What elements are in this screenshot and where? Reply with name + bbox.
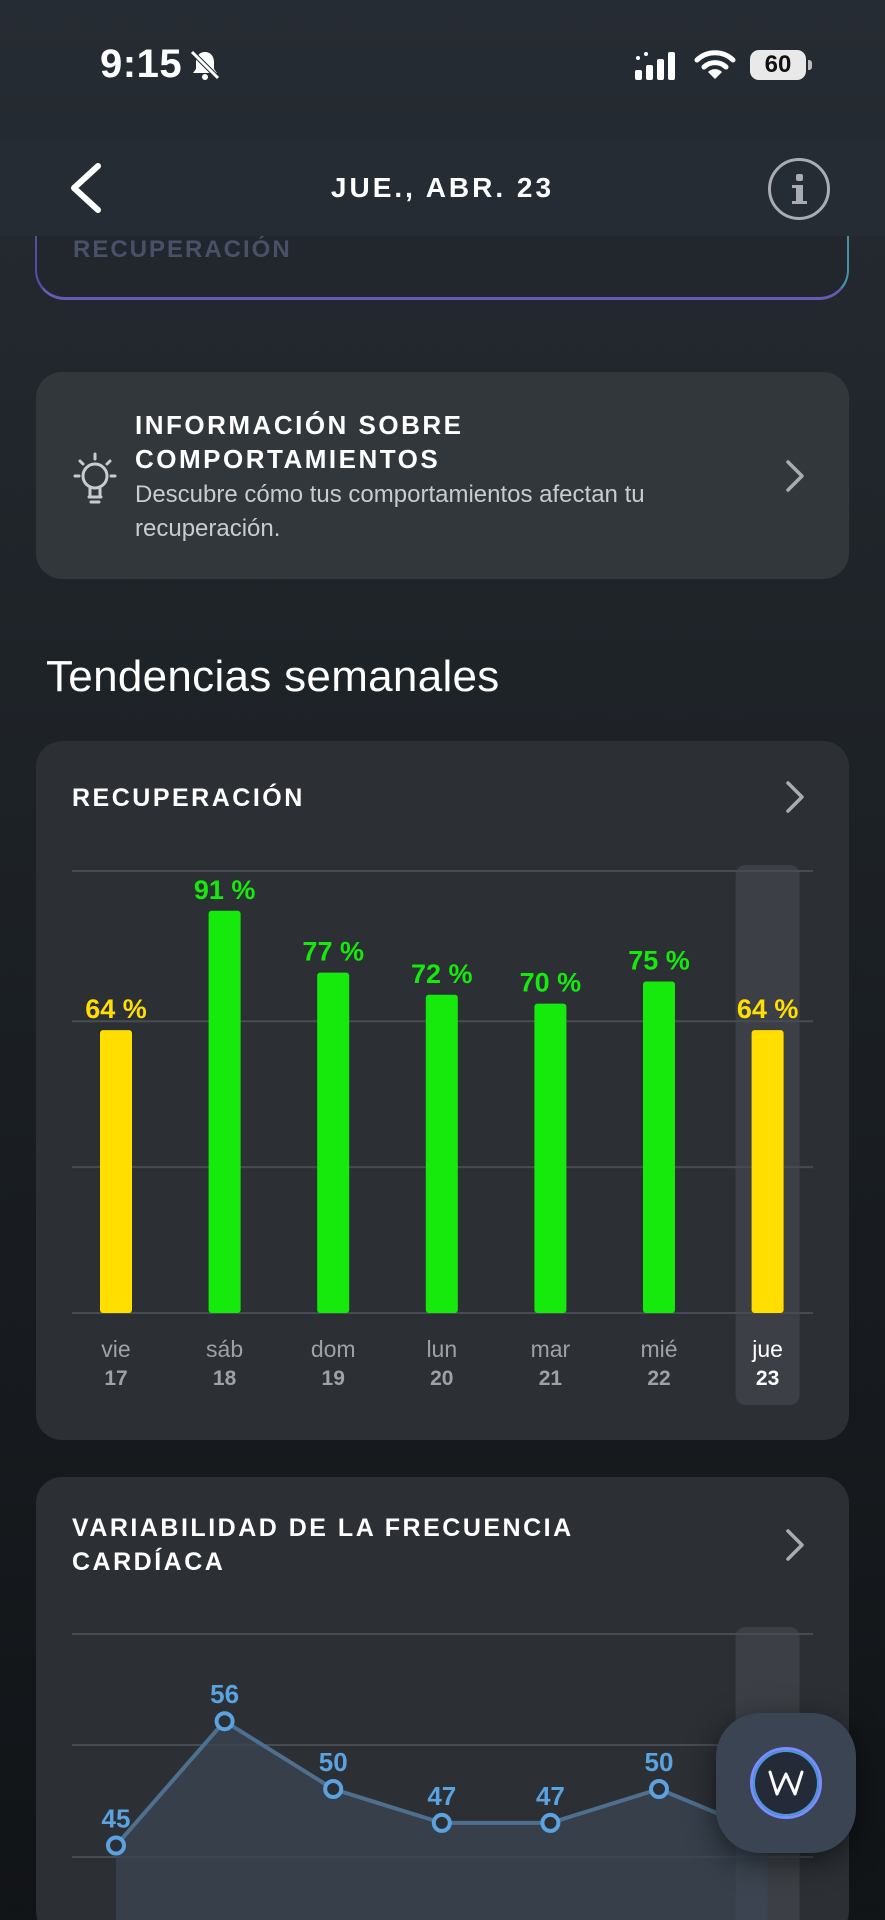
battery-icon: 60 (750, 50, 812, 80)
insight-title: INFORMACIÓN SOBRE COMPORTAMIENTOS (135, 410, 464, 474)
bar (425, 994, 458, 1313)
day-label: mié (640, 1336, 677, 1362)
day-label: sáb (206, 1336, 243, 1362)
point-value-label: 45 (102, 1804, 131, 1834)
point-value-label: 50 (319, 1747, 348, 1777)
data-point (106, 1835, 126, 1856)
point-value-label: 56 (210, 1679, 239, 1709)
back-button[interactable] (62, 160, 112, 216)
date-label: 21 (539, 1367, 563, 1390)
behavior-insights-card[interactable]: INFORMACIÓN SOBRE COMPORTAMIENTOS Descub… (36, 372, 849, 579)
bar (751, 1030, 784, 1313)
hrv-line-chart: 45565047475046 (72, 1627, 813, 1920)
date-label: 18 (213, 1367, 237, 1390)
chevron-right-icon (786, 460, 804, 492)
page-title: JUE., ABR. 23 (330, 172, 555, 203)
day-label: dom (311, 1336, 356, 1362)
status-bar: 9:15 60 (0, 0, 885, 130)
battery-level: 60 (750, 50, 806, 80)
bar-value-label: 64 % (85, 994, 147, 1024)
series-area (116, 1721, 768, 1920)
bar (208, 910, 241, 1313)
status-time: 9:15 (100, 42, 183, 86)
chevron-right-icon (786, 781, 804, 813)
whoop-logo-icon (750, 1747, 822, 1819)
whoop-coach-button[interactable] (716, 1713, 856, 1853)
bell-slash-icon (190, 50, 220, 80)
header-background (0, 140, 885, 236)
nav-header: JUE., ABR. 23 (0, 140, 885, 235)
hrv-trend-title: VARIABILIDAD DE LA FRECUENCIA CARDÍACA (72, 1514, 573, 1576)
data-point (431, 1812, 452, 1833)
date-label: 20 (430, 1367, 453, 1390)
bar (643, 981, 675, 1313)
recovery-trend-header[interactable]: RECUPERACIÓN (36, 741, 849, 851)
date-label: 19 (322, 1367, 345, 1390)
hrv-trend-header[interactable]: VARIABILIDAD DE LA FRECUENCIA CARDÍACA (36, 1477, 849, 1587)
recovery-card-label: RECUPERACIÓN (73, 236, 292, 263)
lightbulb-icon (73, 452, 117, 504)
wifi-icon (694, 50, 736, 79)
signal-icon (635, 52, 675, 80)
recovery-trend-card: RECUPERACIÓN 64 % vie 17 91 % sáb 18 77 % dom 19… (36, 741, 849, 1440)
date-label: 22 (647, 1367, 670, 1390)
recovery-trend-title: RECUPERACIÓN (72, 784, 305, 812)
recovery-bar-chart: 64 % vie 17 91 % sáb 18 77 % dom 19 72 % lun 20 70 %… (72, 865, 813, 1405)
data-point (214, 1711, 235, 1732)
bar-value-label: 77 % (302, 937, 364, 967)
point-value-label: 50 (645, 1747, 674, 1777)
data-point (649, 1779, 669, 1799)
section-title: Tendencias semanales (46, 652, 500, 701)
point-value-label: 47 (536, 1781, 565, 1811)
day-label: vie (101, 1336, 130, 1362)
bar-value-label: 91 % (194, 875, 256, 905)
hrv-trend-card: VARIABILIDAD DE LA FRECUENCIA CARDÍACA 4… (36, 1477, 849, 1920)
date-label: 23 (756, 1367, 779, 1390)
data-point (540, 1812, 561, 1833)
bar-value-label: 72 % (411, 959, 473, 989)
day-label: mar (531, 1336, 571, 1362)
bar-value-label: 75 % (628, 946, 690, 976)
day-label: jue (751, 1336, 783, 1362)
bar-value-label: 64 % (737, 994, 799, 1024)
point-value-label: 47 (427, 1781, 456, 1811)
day-label: lun (426, 1336, 457, 1362)
bar (534, 1003, 567, 1313)
info-button[interactable] (768, 158, 830, 220)
data-point (323, 1779, 344, 1799)
bar (100, 1030, 132, 1313)
info-icon (792, 174, 807, 204)
chevron-right-icon (786, 1529, 804, 1561)
date-label: 17 (104, 1367, 127, 1390)
bar-value-label: 70 % (520, 968, 582, 998)
insight-description: Descubre cómo tus comportamientos afecta… (135, 481, 645, 542)
bar (317, 972, 350, 1313)
